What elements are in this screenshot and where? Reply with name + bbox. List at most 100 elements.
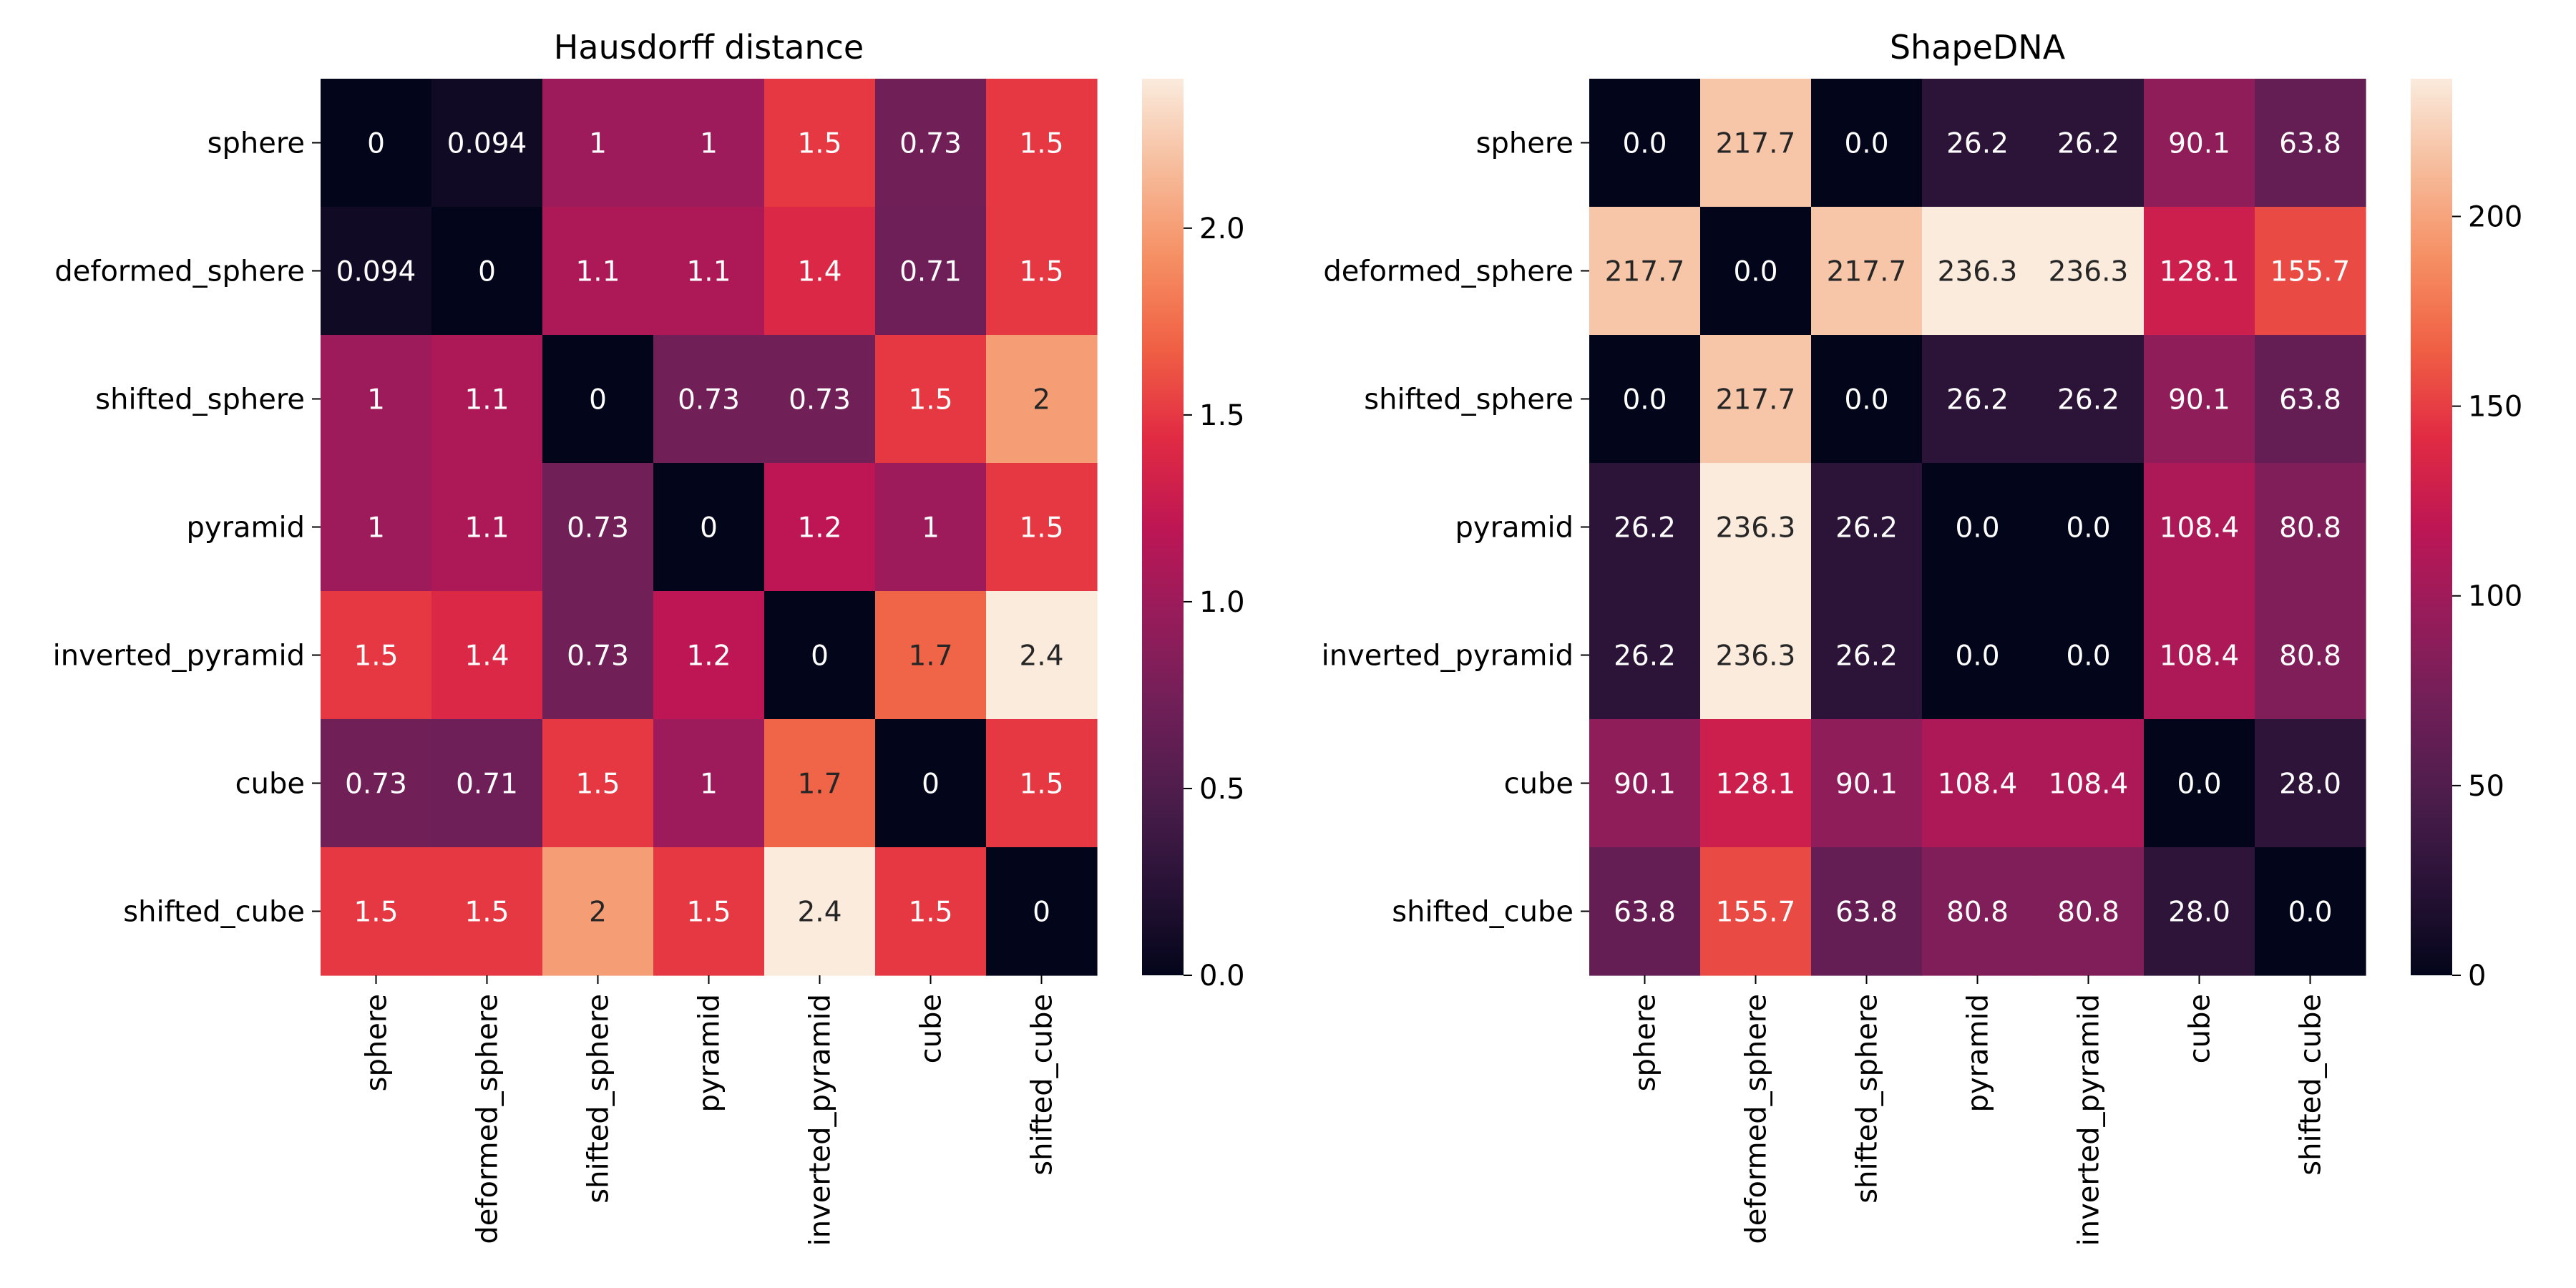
heatmap-cell xyxy=(431,719,543,848)
cell-value-label: 0 xyxy=(922,769,940,801)
heatmap-cell xyxy=(431,79,543,208)
cell-value-label: 0.0 xyxy=(2288,897,2332,929)
cell-value-label: 63.8 xyxy=(1835,897,1898,929)
heatmap-cell xyxy=(321,335,432,464)
cell-value-label: 63.8 xyxy=(1614,897,1676,929)
heatmap-cell xyxy=(1922,79,2034,208)
heatmap-cell xyxy=(542,719,654,848)
x-tick-label: shifted_sphere xyxy=(1851,994,1884,1204)
heatmap-cell xyxy=(1700,847,1812,976)
y-tick-label: inverted_pyramid xyxy=(1322,640,1574,673)
heatmap-cell xyxy=(1589,719,1701,848)
cell-value-label: 1.7 xyxy=(908,640,952,673)
cell-value-label: 28.0 xyxy=(2168,897,2230,929)
heatmap-cell xyxy=(2144,719,2255,848)
heatmap-cell xyxy=(431,463,543,592)
heatmap-cell xyxy=(764,335,876,464)
cell-value-label: 26.2 xyxy=(1835,640,1898,673)
cell-value-label: 80.8 xyxy=(2057,897,2119,929)
cell-value-label: 1.2 xyxy=(686,640,731,673)
y-tick-label: cube xyxy=(1504,768,1574,801)
cell-value-label: 0.094 xyxy=(336,256,416,288)
heatmap-cell xyxy=(2033,847,2145,976)
cell-value-label: 26.2 xyxy=(1946,384,2009,416)
cell-value-label: 0.73 xyxy=(345,769,407,801)
heatmap-cell xyxy=(1700,335,1812,464)
heatmap-cell xyxy=(2255,463,2366,592)
heatmap-cell xyxy=(542,847,654,976)
cell-value-label: 155.7 xyxy=(2270,256,2351,288)
heatmap-cell xyxy=(321,591,432,720)
cell-value-label: 26.2 xyxy=(1614,512,1676,545)
cell-value-label: 0 xyxy=(589,384,607,416)
cell-value-label: 0.71 xyxy=(899,256,962,288)
heatmap-cell xyxy=(875,719,987,848)
heatmap-cell xyxy=(321,207,432,336)
cell-value-label: 108.4 xyxy=(1938,769,2018,801)
cell-value-label: 1.5 xyxy=(353,897,398,929)
cell-value-label: 0.0 xyxy=(1622,128,1667,160)
heatmap-cell xyxy=(1922,463,2034,592)
heatmap-cell xyxy=(2255,207,2366,336)
heatmap-cell xyxy=(2144,207,2255,336)
cell-value-label: 128.1 xyxy=(1716,769,1796,801)
cell-value-label: 0 xyxy=(811,640,829,673)
heatmap-cell xyxy=(653,207,765,336)
cell-value-label: 80.8 xyxy=(1946,897,2009,929)
heatmap-cell xyxy=(1922,207,2034,336)
heatmap-cell xyxy=(653,591,765,720)
cell-value-label: 1.5 xyxy=(1019,769,1063,801)
colorbar-tick-label: 0.5 xyxy=(1199,773,1245,806)
colorbar-tick-label: 100 xyxy=(2468,580,2522,613)
heatmap-cell xyxy=(2255,335,2366,464)
cell-value-label: 236.3 xyxy=(1716,640,1796,673)
heatmap-cell xyxy=(1700,719,1812,848)
cell-value-label: 1 xyxy=(700,128,718,160)
cell-value-label: 1.5 xyxy=(464,897,509,929)
heatmap-cell xyxy=(1811,591,1923,720)
heatmap-cell xyxy=(1922,847,2034,976)
y-tick-label: shifted_sphere xyxy=(95,384,305,416)
y-tick-label: shifted_cube xyxy=(1392,896,1574,929)
heatmap-cell xyxy=(764,207,876,336)
heatmap-cell xyxy=(986,335,1098,464)
heatmap-cell xyxy=(1700,207,1812,336)
heatmap-cell xyxy=(431,591,543,720)
heatmap-cell xyxy=(1700,79,1812,208)
cell-value-label: 1.1 xyxy=(686,256,731,288)
cell-value-label: 1.2 xyxy=(797,512,841,545)
heatmap-cell xyxy=(2033,463,2145,592)
x-tick-label: shifted_cube xyxy=(1026,994,1059,1176)
cell-value-label: 1.5 xyxy=(1019,128,1063,160)
cell-value-label: 90.1 xyxy=(2168,384,2230,416)
cell-value-label: 90.1 xyxy=(2168,128,2230,160)
heatmap-cell xyxy=(986,79,1098,208)
colorbar-tick-label: 2.0 xyxy=(1199,213,1245,245)
heatmap-cell xyxy=(986,591,1098,720)
cell-value-label: 0.0 xyxy=(1622,384,1667,416)
heatmap-cell xyxy=(2033,719,2145,848)
heatmap-cell xyxy=(321,79,432,208)
colorbar xyxy=(1142,79,1184,975)
x-tick-label: pyramid xyxy=(693,994,726,1113)
heatmap-cell xyxy=(986,719,1098,848)
heatmap-cell xyxy=(1811,719,1923,848)
heatmap-cell xyxy=(1922,591,2034,720)
cell-value-label: 236.3 xyxy=(2049,256,2129,288)
cell-value-label: 26.2 xyxy=(2057,384,2119,416)
cell-value-label: 1.7 xyxy=(797,769,841,801)
cell-value-label: 108.4 xyxy=(2049,769,2129,801)
cell-value-label: 2 xyxy=(1033,384,1050,416)
cell-value-label: 108.4 xyxy=(2160,512,2240,545)
heatmap-cell xyxy=(875,79,987,208)
cell-value-label: 1.1 xyxy=(464,512,509,545)
colorbar-tick-label: 1.5 xyxy=(1199,399,1245,432)
y-tick-label: pyramid xyxy=(1455,512,1574,545)
x-tick-label: deformed_sphere xyxy=(1740,994,1773,1244)
heatmap-cell xyxy=(542,591,654,720)
y-tick-label: sphere xyxy=(1476,127,1574,160)
heatmap-cell xyxy=(2255,719,2366,848)
cell-value-label: 1.5 xyxy=(353,640,398,673)
chart-title: Hausdorff distance xyxy=(554,28,864,67)
